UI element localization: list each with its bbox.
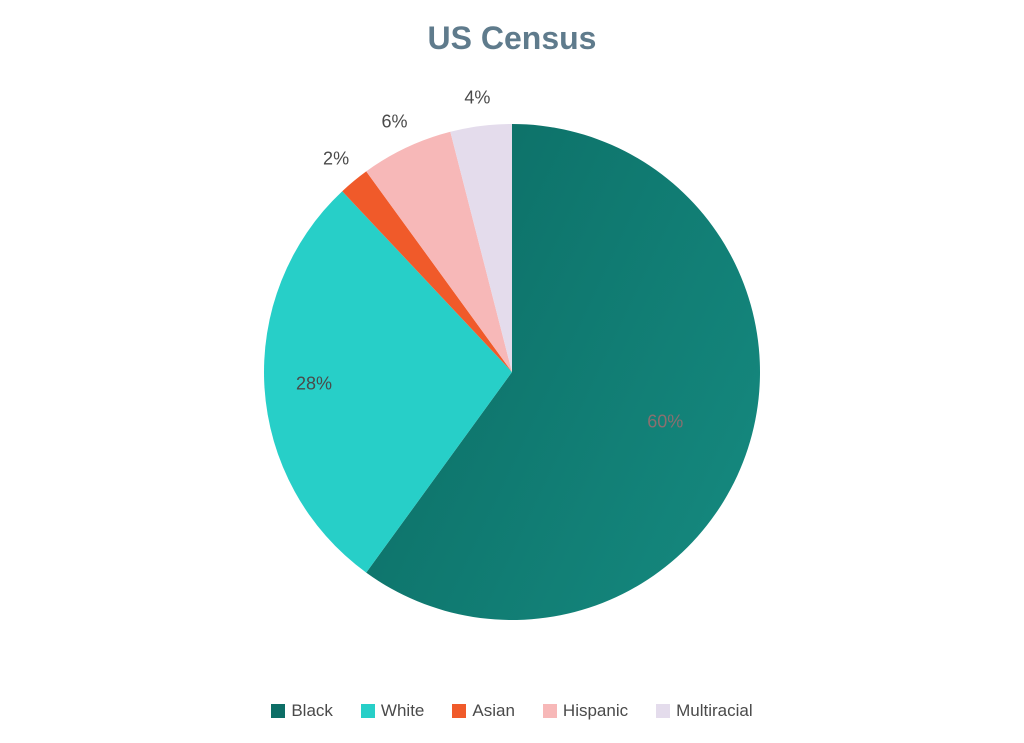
legend-item-hispanic: Hispanic bbox=[543, 701, 628, 721]
legend-label-asian: Asian bbox=[472, 701, 515, 721]
legend-item-black: Black bbox=[271, 701, 333, 721]
pie-svg bbox=[0, 110, 1024, 630]
legend-swatch-hispanic bbox=[543, 704, 557, 718]
legend-label-multiracial: Multiracial bbox=[676, 701, 753, 721]
pie-plot-area: 60%28%2%6%4% bbox=[0, 110, 1024, 630]
slice-label-hispanic: 6% bbox=[381, 112, 407, 133]
census-pie-chart: US Census 60% 28% 2% 6% 4% Black White Asian Hi… bbox=[0, 0, 1024, 743]
legend-label-white: White bbox=[381, 701, 424, 721]
legend-swatch-asian bbox=[452, 704, 466, 718]
chart-legend: Black White Asian Hispanic Multiracial bbox=[0, 701, 1024, 721]
legend-item-asian: Asian bbox=[452, 701, 515, 721]
slice-label-multiracial: 4% bbox=[464, 88, 490, 109]
slice-label-black: 60% bbox=[647, 411, 683, 432]
legend-swatch-white bbox=[361, 704, 375, 718]
legend-swatch-black bbox=[271, 704, 285, 718]
legend-item-white: White bbox=[361, 701, 424, 721]
slice-label-white: 28% bbox=[296, 374, 332, 395]
legend-swatch-multiracial bbox=[656, 704, 670, 718]
legend-label-black: Black bbox=[291, 701, 333, 721]
slice-label-asian: 2% bbox=[323, 149, 349, 170]
legend-label-hispanic: Hispanic bbox=[563, 701, 628, 721]
legend-item-multiracial: Multiracial bbox=[656, 701, 753, 721]
chart-title: US Census bbox=[0, 20, 1024, 57]
